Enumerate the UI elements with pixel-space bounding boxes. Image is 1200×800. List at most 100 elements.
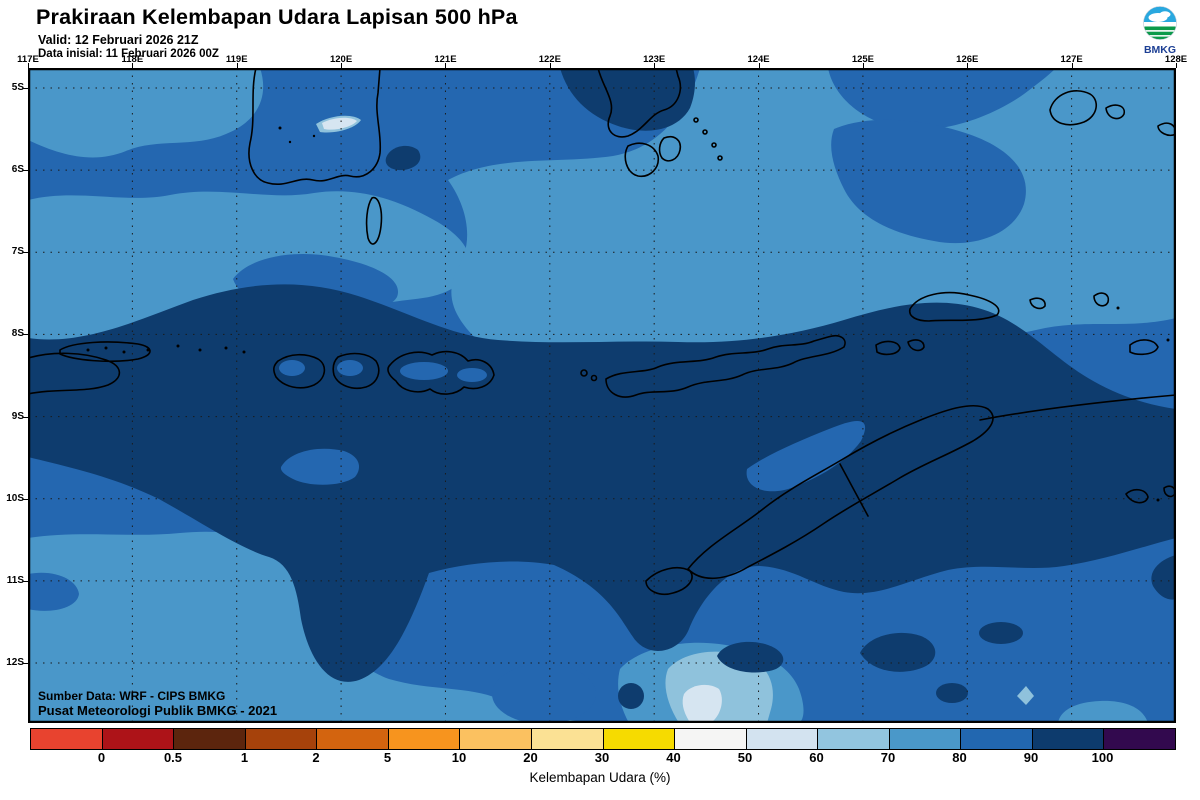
- coast-se-sulawesi: [597, 68, 682, 138]
- lat-tick-mark: [23, 252, 28, 254]
- colorbar-tick-label: 70: [880, 750, 896, 765]
- lat-tick-label: 11S: [6, 574, 24, 586]
- coastlines: [28, 68, 1176, 596]
- lat-tick-mark: [23, 88, 28, 89]
- bmkg-logo-label: BMKG: [1144, 44, 1176, 56]
- lon-tick-mark: [549, 63, 551, 68]
- lon-tick-label: 127E: [1060, 54, 1083, 65]
- colorbar-tick-label: 1: [240, 750, 249, 765]
- lon-tick-mark: [758, 63, 760, 68]
- bmkg-logo: BMKG: [1143, 6, 1177, 56]
- colorbar-tick-label: 100: [1091, 750, 1114, 765]
- coast-java-tip: [28, 352, 121, 395]
- lon-tick-mark: [862, 63, 864, 68]
- coast-lombok: [332, 352, 380, 390]
- lon-tick-label: 122E: [538, 54, 561, 65]
- lat-tick-label: 12S: [6, 657, 24, 668]
- colorbar-segment: [316, 729, 388, 749]
- coast-madura: [59, 341, 151, 363]
- colorbar-segment: [459, 729, 531, 749]
- coast-timor: [687, 405, 994, 580]
- lon-tick-mark: [1071, 63, 1073, 68]
- coast-selayar: [365, 196, 383, 245]
- colorbar-segment: [888, 729, 961, 749]
- lon-tick-label: 121E: [434, 54, 457, 65]
- colorbar-segment: [674, 729, 746, 749]
- colorbar-tick-label: 10: [451, 750, 467, 765]
- valid-time-text: Valid: 12 Februari 2026 21Z: [38, 33, 199, 47]
- lat-tick-mark: [23, 416, 28, 418]
- lon-tick-mark: [967, 63, 969, 68]
- colorbar-segment: [817, 729, 889, 749]
- coast-sumbawa: [387, 350, 495, 395]
- lon-tick-label: 124E: [747, 54, 770, 65]
- coast-buru: [1049, 90, 1097, 126]
- colorbar-tick-label: 0: [97, 750, 106, 765]
- colorbar-tick-label: 50: [737, 750, 753, 765]
- colorbar-tick-label: 80: [952, 750, 967, 765]
- lon-tick-mark: [132, 63, 134, 68]
- map-border: [28, 68, 1176, 723]
- lat-tick-mark: [23, 170, 28, 172]
- lon-tick-mark: [654, 63, 656, 68]
- colorbar-segment: [173, 729, 245, 749]
- publisher-text: Pusat Meteorologi Publik BMKG - 2021: [38, 703, 278, 718]
- page-title: Prakiraan Kelembapan Udara Lapisan 500 h…: [36, 5, 518, 29]
- coast-timor-border: [839, 463, 869, 517]
- coast-buton: [624, 142, 660, 178]
- colorbar-tick-label: 40: [666, 750, 681, 765]
- coast-alor: [875, 340, 901, 356]
- colorbar-caption: Kelembapan Udara (%): [529, 770, 671, 785]
- lat-tick-mark: [23, 334, 28, 336]
- lat-tick-mark: [23, 498, 28, 500]
- lat-tick-label: 7S: [11, 246, 24, 258]
- colorbar-segment: [1031, 729, 1104, 749]
- lon-tick-label: 128E: [1164, 54, 1188, 65]
- coast-muna: [658, 135, 682, 162]
- lon-tick-label: 117E: [17, 54, 39, 65]
- colorbar-segment: [745, 729, 818, 749]
- lat-tick-label: 8S: [11, 328, 24, 340]
- colorbar-segment: [530, 729, 603, 749]
- coast-flores: [605, 334, 846, 398]
- colorbar-tick-label: 0.5: [163, 750, 183, 765]
- logo-globe-art: [1143, 6, 1177, 40]
- lat-tick-label: 6S: [11, 164, 24, 176]
- humidity-colorbar: [30, 728, 1176, 750]
- lat-tick-label: 9S: [11, 410, 24, 422]
- coast-rote: [645, 567, 693, 596]
- colorbar-tick-label: 30: [594, 750, 610, 765]
- colorbar-segment: [31, 729, 102, 749]
- colorbar-tick-label: 20: [523, 750, 538, 765]
- contour-interior-patches: [279, 360, 866, 492]
- lon-tick-mark: [236, 63, 238, 68]
- lon-tick-label: 125E: [851, 54, 874, 65]
- lon-tick-label: 126E: [956, 54, 979, 65]
- coast-arc-northeast: [979, 394, 1176, 421]
- coast-south-sulawesi: [248, 68, 382, 185]
- lat-tick-mark: [23, 663, 28, 664]
- lat-tick-label: 5S: [11, 82, 24, 93]
- lon-tick-mark: [1176, 63, 1177, 68]
- lon-tick-mark: [28, 63, 29, 68]
- lon-tick-mark: [341, 63, 343, 68]
- colorbar-tick-label: 2: [312, 750, 320, 765]
- source-data-text: Sumber Data: WRF - CIPS BMKG: [38, 689, 226, 703]
- lat-tick-label: 10S: [6, 492, 24, 504]
- map-frame: [28, 68, 1176, 723]
- colorbar-tick-label: 90: [1023, 750, 1039, 765]
- lon-tick-label: 118E: [121, 54, 144, 65]
- colorbar-tick-label: 60: [809, 750, 824, 765]
- colorbar-segment: [960, 729, 1032, 749]
- colorbar-segment: [244, 729, 317, 749]
- lon-tick-label: 123E: [643, 54, 666, 65]
- coast-bali: [273, 353, 326, 389]
- colorbar-tick-label: 5: [383, 750, 392, 765]
- colorbar-segment: [602, 729, 675, 749]
- colorbar-segment: [101, 729, 174, 749]
- lon-tick-mark: [445, 63, 447, 68]
- coast-wetar: [908, 291, 1000, 322]
- contour-50-60-regions: [322, 117, 722, 721]
- lat-tick-mark: [23, 580, 28, 582]
